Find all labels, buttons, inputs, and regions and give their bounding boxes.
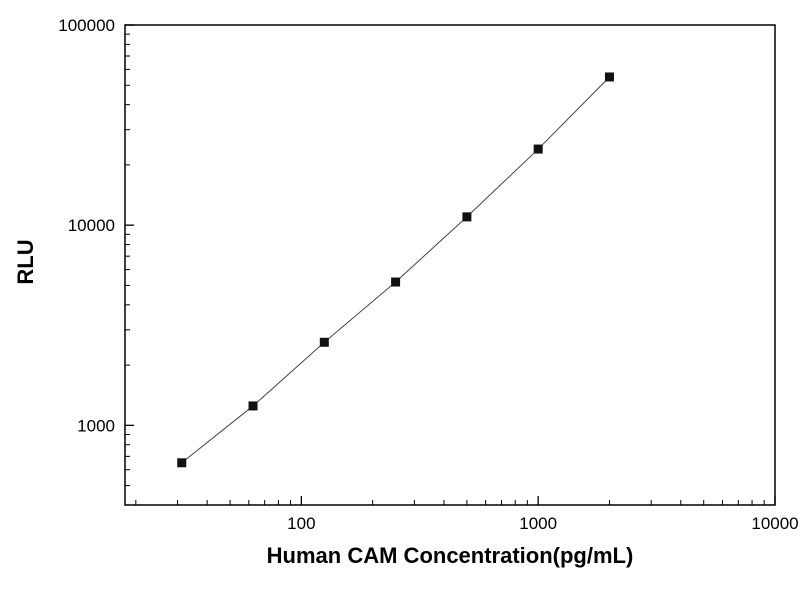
y-axis-title: RLU	[13, 239, 38, 285]
data-point-marker	[319, 337, 329, 347]
data-line	[181, 76, 610, 464]
x-axis-title: Human CAM Concentration(pg/mL)	[266, 543, 634, 568]
y-tick-label: 10000	[68, 216, 115, 235]
y-axis-ticks: 1000 10000 100000	[58, 16, 134, 487]
plot-frame	[124, 24, 776, 506]
data-point-marker	[533, 144, 543, 154]
y-tick-label: 100000	[58, 16, 115, 35]
data-points	[177, 72, 614, 468]
data-point-marker	[462, 212, 472, 222]
data-point-marker	[248, 401, 258, 411]
x-tick-label: 100	[287, 514, 315, 533]
x-axis-ticks: 100 1000 10000	[135, 496, 799, 533]
data-point-marker	[177, 458, 187, 468]
data-point-marker	[604, 72, 614, 82]
data-point-marker	[391, 277, 401, 287]
x-tick-label: 10000	[751, 514, 798, 533]
x-tick-label: 1000	[519, 514, 557, 533]
y-tick-label: 1000	[77, 416, 115, 435]
